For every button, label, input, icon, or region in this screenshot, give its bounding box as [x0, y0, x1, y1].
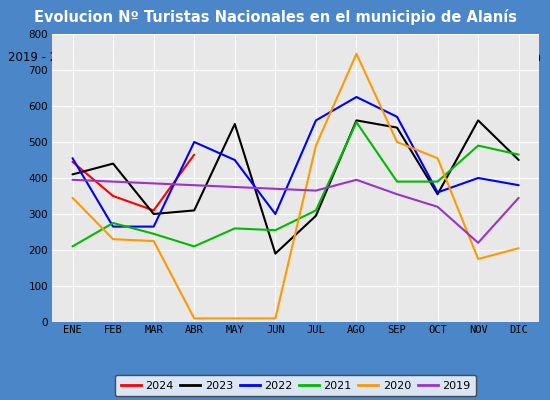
Text: 2019 - 2024: 2019 - 2024 [8, 51, 80, 64]
Legend: 2024, 2023, 2022, 2021, 2020, 2019: 2024, 2023, 2022, 2021, 2020, 2019 [115, 375, 476, 396]
Text: http://www.foro-ciudad.com: http://www.foro-ciudad.com [378, 51, 542, 64]
Text: Evolucion Nº Turistas Nacionales en el municipio de Alanís: Evolucion Nº Turistas Nacionales en el m… [34, 9, 516, 25]
